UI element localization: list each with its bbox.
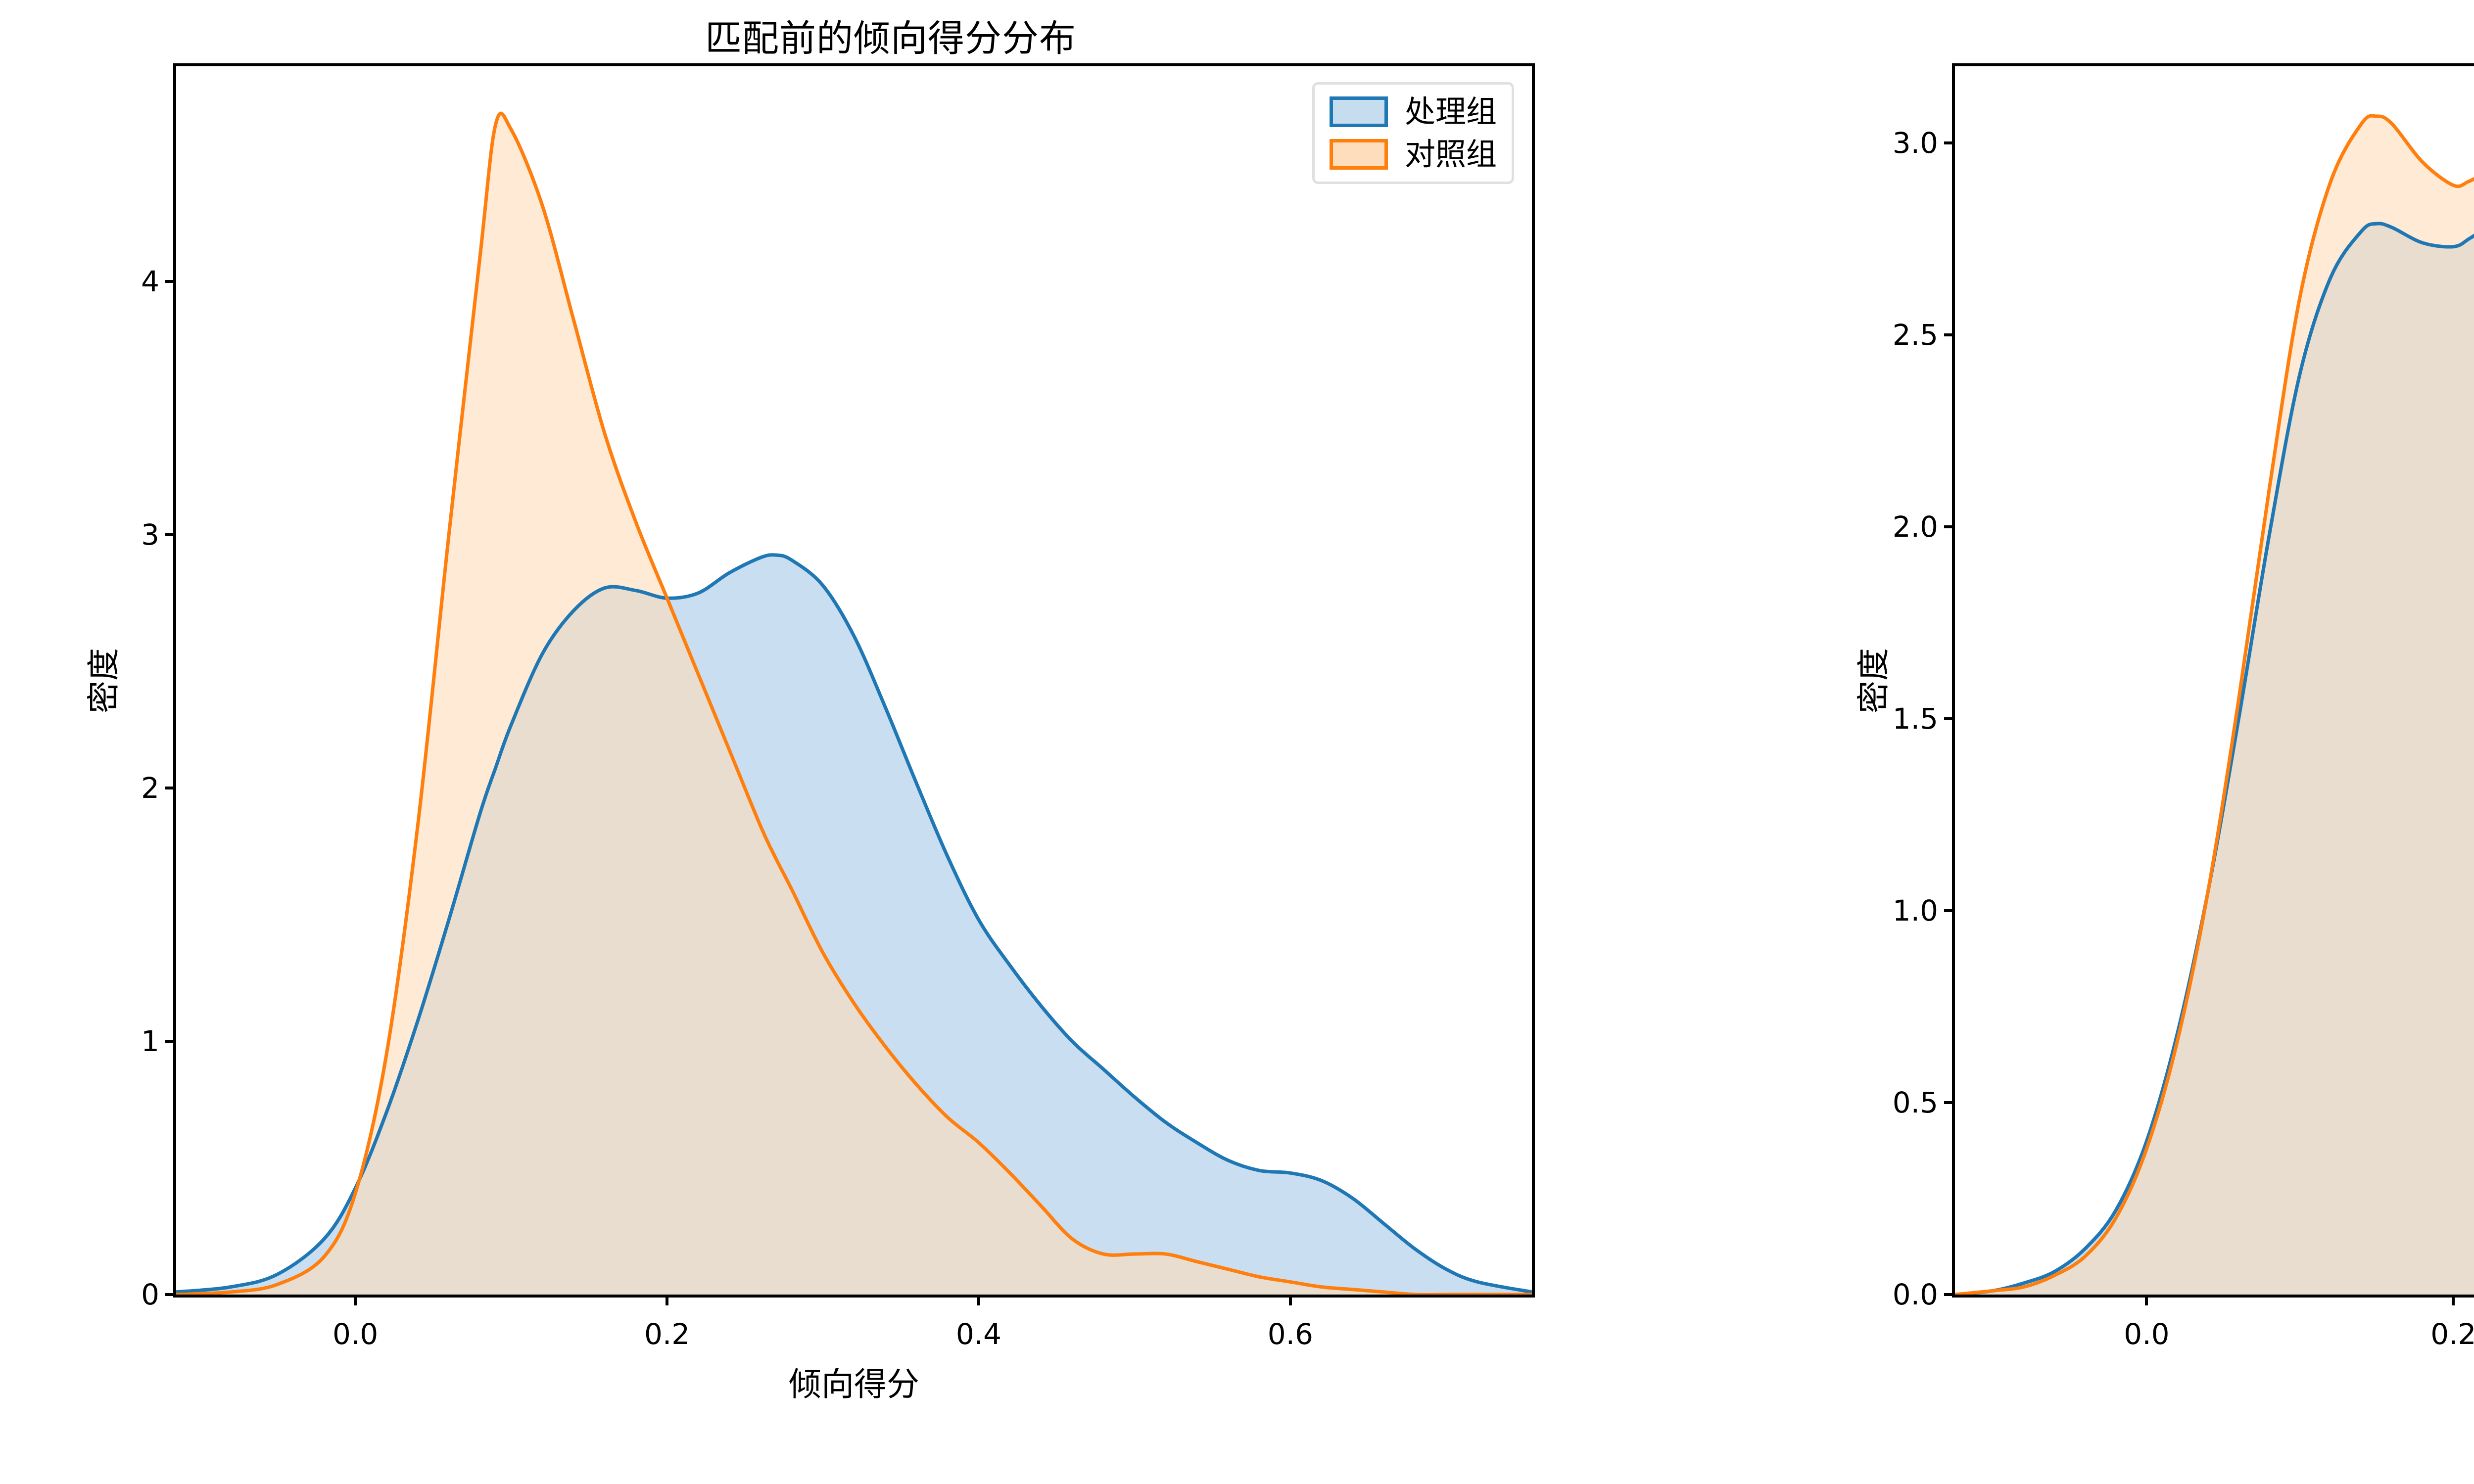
x-tick-mark: [2452, 1295, 2455, 1305]
panel-before-matching: 匹配前的倾向得分分布 倾向得分 密度 0 1 2 3 4 0.0 0.2 0.4 0.6 处理…: [85, 17, 1535, 1403]
x-tick-label: 0.4: [955, 1317, 1002, 1351]
y-tick-mark: [165, 533, 176, 537]
x-tick-label: 0.6: [1267, 1317, 1313, 1351]
legend-label-control: 对照组: [1404, 136, 1497, 172]
y-tick-mark: [1944, 1101, 1955, 1105]
legend-item-treatment: 处理组: [1329, 93, 1497, 130]
y-tick-mark: [1944, 333, 1955, 337]
legend-label-treatment: 处理组: [1404, 93, 1497, 130]
density-area-control: [1955, 115, 2474, 1295]
y-tick-mark: [165, 1293, 176, 1296]
legend-item-control: 对照组: [1329, 136, 1497, 172]
x-tick-label: 0.2: [2430, 1317, 2474, 1351]
y-tick-label: 3.0: [1892, 126, 1938, 160]
y-tick-mark: [165, 280, 176, 283]
x-tick-mark: [354, 1295, 357, 1305]
y-tick-label: 1: [141, 1024, 159, 1059]
x-tick-label: 0.0: [2124, 1317, 2170, 1351]
y-tick-mark: [165, 1040, 176, 1043]
legend-swatch-control: [1329, 139, 1388, 170]
legend-left: 处理组 对照组: [1312, 82, 1514, 184]
page-title-right: 匹配后的倾向得分分布: [1781, 9, 2474, 62]
y-tick-label: 3: [141, 518, 159, 552]
x-tick-mark: [977, 1295, 980, 1305]
y-tick-label: 0.0: [1892, 1278, 1938, 1311]
plot-area-left: 倾向得分 密度 0 1 2 3 4 0.0 0.2 0.4 0.6 处理组 对照组: [85, 63, 1535, 1403]
density-line-control: [176, 113, 1532, 1295]
legend-swatch-treatment: [1329, 96, 1388, 127]
y-tick-mark: [1944, 525, 1955, 529]
y-tick-label: 2.0: [1892, 510, 1938, 544]
y-tick-mark: [1944, 1293, 1955, 1296]
plot-area-right: 倾向得分 密度 0.00.51.01.52.02.53.0 0.00.20.40…: [1855, 63, 2474, 1351]
y-tick-label: 4: [141, 265, 159, 299]
y-tick-mark: [165, 787, 176, 790]
density-line-control: [1955, 116, 2474, 1295]
x-tick-mark: [1288, 1295, 1292, 1305]
y-tick-mark: [1944, 909, 1955, 913]
x-tick-mark: [666, 1295, 669, 1305]
y-tick-label: 0: [141, 1278, 159, 1311]
x-axis-label-left: 倾向得分: [789, 1365, 919, 1403]
y-tick-label: 2.5: [1892, 318, 1938, 352]
density-plot-right: [1955, 66, 2474, 1295]
y-tick-mark: [1944, 141, 1955, 145]
y-tick-label: 1.0: [1892, 894, 1938, 928]
x-tick-label: 0.0: [333, 1317, 379, 1351]
density-area-control: [176, 113, 1532, 1295]
x-tick-label: 0.2: [644, 1317, 690, 1351]
x-tick-mark: [2145, 1295, 2148, 1305]
y-tick-label: 0.5: [1892, 1086, 1938, 1120]
density-line-treatment: [176, 555, 1532, 1292]
y-tick-mark: [1944, 717, 1955, 721]
y-tick-label: 1.5: [1892, 702, 1938, 736]
y-tick-label: 2: [141, 771, 159, 805]
y-axis-label-left: 密度: [85, 648, 123, 713]
density-plot-left: [176, 66, 1532, 1295]
panel-after-matching: 匹配后的倾向得分分布 倾向得分 密度 0.00.51.01.52.02.53.0…: [1781, 0, 2474, 1484]
page-title-left: 匹配前的倾向得分分布: [705, 17, 1076, 60]
y-axis-label-right: 密度: [1855, 648, 1893, 713]
